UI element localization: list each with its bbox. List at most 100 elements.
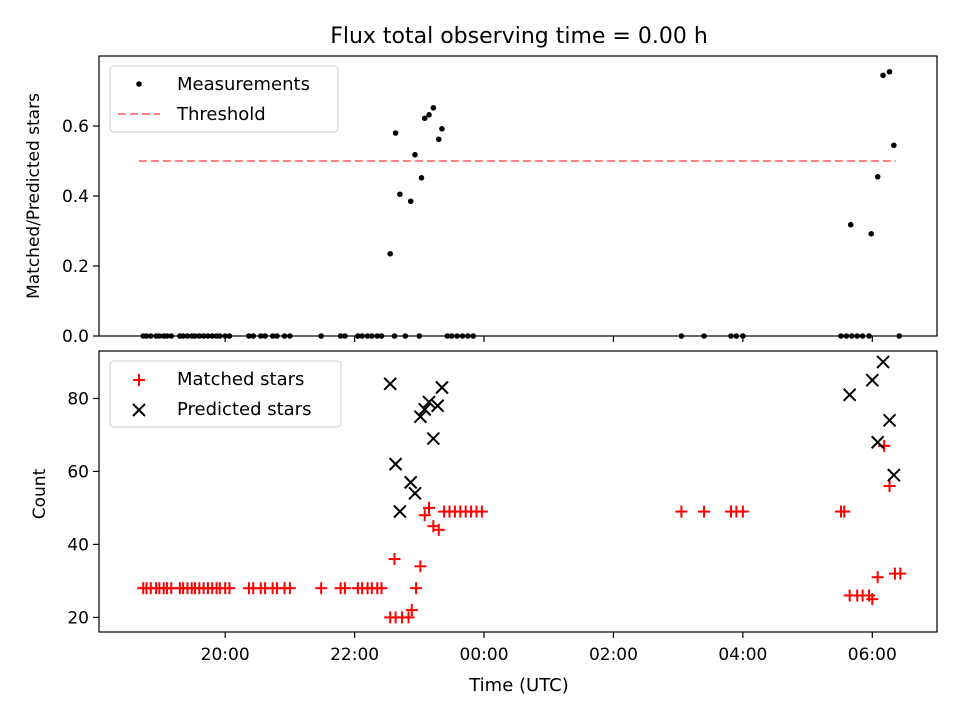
matched-stars-point: [866, 593, 879, 606]
measurement-point: [164, 333, 170, 339]
measurement-point: [147, 333, 154, 339]
predicted-stars-point: [430, 399, 445, 413]
matched-stars-point: [675, 505, 688, 518]
legend-measurements-label: Measurements: [177, 74, 310, 95]
predicted-stars-point: [393, 504, 407, 519]
measurement-point: [196, 333, 203, 339]
measurement-point: [205, 333, 211, 339]
ratio-panel: 0.0 0.2 0.4 0.6 Matched/Predicted stars Mea…: [24, 55, 938, 347]
measurement-point: [355, 333, 361, 339]
measurement-point: [435, 136, 442, 143]
measurement-point: [216, 333, 223, 339]
measurement-point: [359, 333, 365, 339]
measurement-point: [838, 333, 844, 339]
matched-stars-point: [894, 567, 907, 580]
measurement-point: [184, 333, 191, 339]
predicted-stars-point: [422, 395, 436, 409]
measurement-point: [250, 333, 257, 339]
measurement-point: [337, 333, 344, 339]
matched-stars-point: [418, 509, 431, 522]
measurement-point: [287, 333, 293, 339]
measurement-point: [418, 175, 425, 181]
measurement-point: [470, 333, 477, 339]
matched-stars-point: [414, 560, 427, 573]
measurement-point: [222, 333, 228, 339]
measurement-point: [392, 130, 399, 136]
count-legend: Matched stars Predicted stars: [109, 360, 342, 428]
measurement-point: [369, 333, 375, 339]
y-tick-label: 40: [67, 535, 89, 555]
ratio-y-axis: 0.0 0.2 0.4 0.6: [62, 117, 99, 347]
measurement-point: [209, 333, 216, 339]
measurement-point: [416, 333, 423, 339]
predicted-stars-point: [870, 435, 885, 449]
measurement-point: [378, 333, 385, 339]
matched-stars-point: [283, 582, 296, 595]
ratio-plot-area: [138, 68, 903, 339]
count-legend-box: [109, 360, 342, 428]
y-tick-label: 20: [67, 608, 89, 628]
x-axis-label: Time (UTC): [468, 675, 569, 696]
measurement-point: [269, 333, 276, 339]
predicted-stars-point: [388, 457, 403, 471]
matched-stars-point: [871, 571, 884, 584]
measurement-point: [180, 333, 186, 339]
y-tick-label: 0.2: [62, 257, 89, 277]
matched-stars-point: [838, 505, 851, 518]
predicted-stars-point: [842, 388, 857, 402]
matched-stars-point: [736, 505, 749, 518]
count-plot-frame: [98, 350, 938, 633]
y-tick-label: 80: [67, 389, 89, 409]
measurement-point: [444, 333, 451, 339]
count-y-axis: 20 40 60 80: [67, 389, 99, 628]
matched-stars-point: [423, 501, 436, 514]
measurement-point: [874, 173, 881, 180]
measurement-point: [226, 333, 233, 339]
ratio-y-axis-label: Matched/Predicted stars: [24, 93, 44, 299]
legend-measurements-marker: [136, 81, 142, 87]
x-tick-label: 04:00: [718, 645, 767, 665]
measurement-point: [896, 333, 903, 339]
predicted-stars-point: [403, 475, 418, 490]
legend-threshold-label: Threshold: [176, 104, 266, 125]
matched-stars-point: [410, 582, 423, 595]
measurement-point: [397, 191, 403, 198]
measurement-point: [257, 333, 264, 339]
measurement-point: [192, 333, 198, 339]
y-tick-label: 0.6: [62, 117, 89, 137]
matched-stars-point: [475, 505, 488, 518]
measurement-point: [854, 333, 860, 339]
measurement-point: [868, 231, 875, 237]
measurement-point: [880, 72, 886, 79]
predicted-stars-point: [435, 380, 449, 395]
matched-stars-point: [338, 582, 351, 595]
measurement-point: [847, 221, 854, 228]
matched-stars-point: [315, 582, 328, 595]
predicted-stars-point: [876, 355, 890, 369]
measurement-point: [246, 333, 252, 339]
x-tick-label: 02:00: [589, 645, 638, 665]
count-y-axis-label: Count: [30, 468, 50, 519]
matched-stars-point: [405, 604, 418, 617]
measurement-point: [866, 333, 872, 339]
predicted-stars-point: [865, 373, 879, 387]
chart-title: Flux total observing time = 0.00 h: [330, 24, 708, 49]
measurement-point: [430, 105, 437, 111]
measurement-point: [678, 333, 685, 339]
measurement-point: [391, 333, 398, 339]
measurement-point: [439, 126, 445, 132]
measurement-point: [402, 333, 409, 339]
ratio-legend: Measurements Threshold: [109, 65, 339, 133]
predicted-stars-point: [882, 413, 897, 428]
measurement-point: [318, 333, 324, 339]
predicted-stars-point: [408, 486, 422, 501]
matched-stars-point: [432, 523, 445, 536]
legend-matched-marker: [133, 374, 145, 386]
y-tick-label: 0.0: [62, 327, 89, 347]
measurement-point: [891, 142, 897, 149]
measurement-point: [156, 333, 163, 339]
measurement-point: [168, 333, 175, 339]
measurement-point: [387, 250, 393, 257]
